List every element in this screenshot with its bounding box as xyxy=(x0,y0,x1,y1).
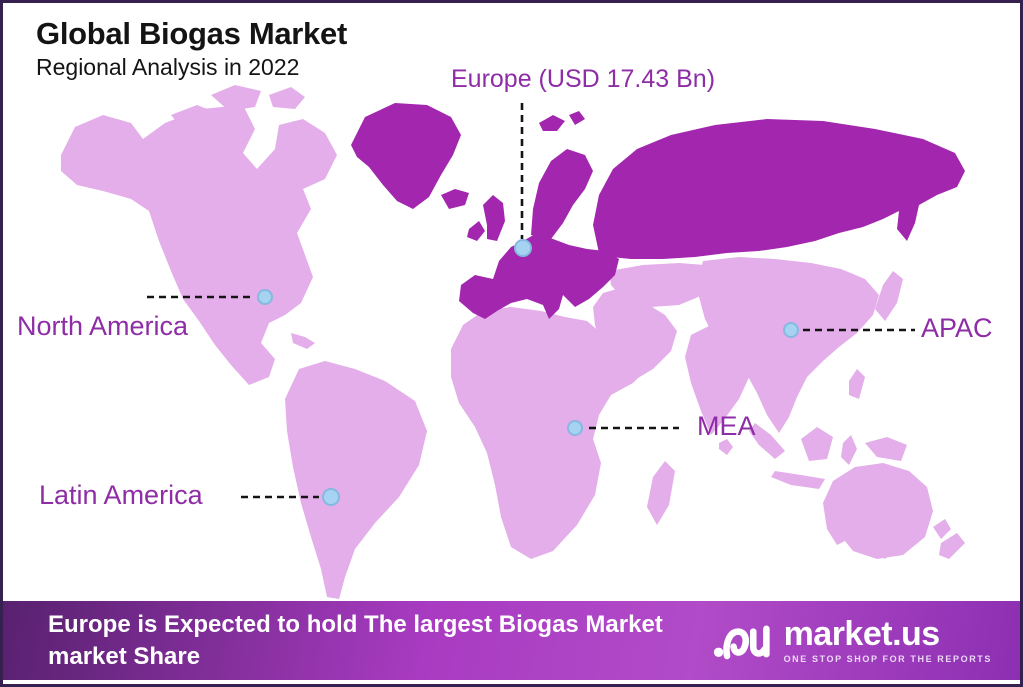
logo-words: market.us ONE STOP SHOP FOR THE REPORTS xyxy=(784,617,992,664)
region-shape-central-asia xyxy=(609,263,715,307)
region-shape-russia xyxy=(593,119,965,259)
region-shape-africa xyxy=(451,307,651,559)
page-subtitle: Regional Analysis in 2022 xyxy=(36,54,300,81)
banner-text: Europe is Expected to hold The largest B… xyxy=(48,610,663,670)
region-shape-australia xyxy=(823,463,933,559)
marker-apac xyxy=(783,322,799,338)
region-shape-arctic-islands xyxy=(171,85,305,127)
world-map xyxy=(61,85,965,599)
region-shape-madagascar xyxy=(647,461,675,525)
marker-europe xyxy=(514,239,532,257)
region-label-europe: Europe (USD 17.43 Bn) xyxy=(451,65,716,93)
region-label-apac: APAC xyxy=(921,313,993,343)
region-shape-tasmania xyxy=(875,539,893,559)
marker-north-america xyxy=(257,289,273,305)
bottom-banner: Europe is Expected to hold The largest B… xyxy=(3,601,1020,680)
region-shape-caribbean xyxy=(291,333,315,349)
region-shape-japan xyxy=(875,271,903,321)
region-shape-south-america xyxy=(285,361,427,599)
marker-mea xyxy=(567,420,583,436)
region-shape-greenland xyxy=(351,103,461,209)
region-label-mea: MEA xyxy=(697,411,756,441)
logo-brand: market.us xyxy=(783,615,941,653)
region-shape-new-zealand xyxy=(933,519,965,559)
market-us-logo: market.us ONE STOP SHOP FOR THE REPORTS xyxy=(712,617,992,665)
region-label-north-america: North America xyxy=(17,311,189,341)
region-shape-sri-lanka xyxy=(719,439,733,455)
region-shape-philippines xyxy=(849,369,865,399)
region-shape-europe-mainland xyxy=(459,233,619,319)
region-label-latin-america: Latin America xyxy=(39,480,203,510)
region-shape-east-asia xyxy=(699,257,879,433)
region-shape-iceland xyxy=(441,189,469,209)
region-shape-middle-east xyxy=(593,285,677,381)
market-us-wave-icon xyxy=(713,625,770,659)
region-shape-scandinavia xyxy=(531,149,593,239)
region-shape-indonesia xyxy=(749,423,907,489)
region-shape-svalbard xyxy=(539,111,585,131)
page-title: Global Biogas Market xyxy=(36,16,347,51)
region-shape-north-america xyxy=(61,105,337,385)
region-shape-uk-ireland xyxy=(467,195,505,241)
title-block: Global Biogas Market Regional Analysis i… xyxy=(36,16,347,81)
logo-tagline: ONE STOP SHOP FOR THE REPORTS xyxy=(783,654,992,664)
marker-latin-america xyxy=(322,488,340,506)
